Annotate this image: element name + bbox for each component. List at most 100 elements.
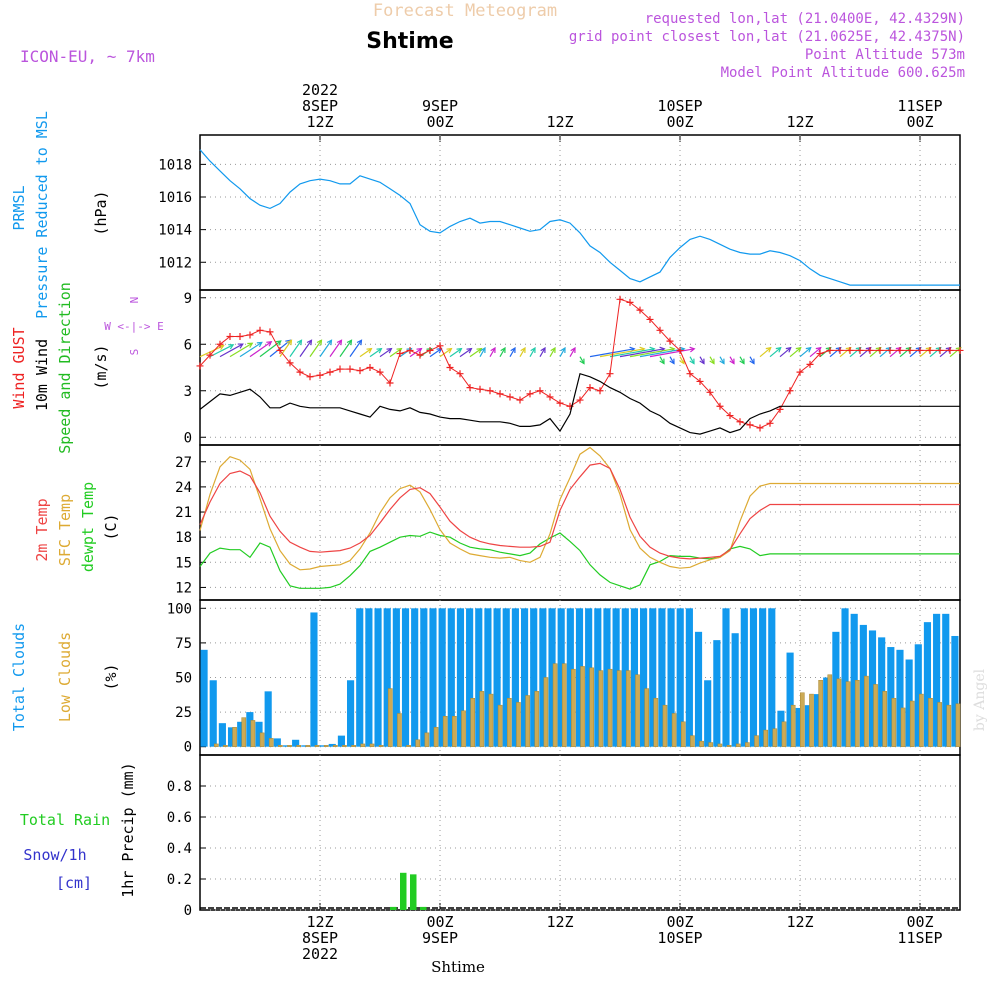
wind-arrow-head	[490, 346, 496, 354]
wind-arrow-head	[520, 346, 526, 354]
wind-gust-marker	[616, 295, 624, 303]
total-clouds-bar	[429, 608, 437, 747]
total-clouds-bar	[566, 608, 574, 747]
low-clouds-bar	[571, 668, 576, 747]
low-clouds-bar	[616, 670, 622, 747]
low-clouds-bar	[626, 670, 631, 747]
total-clouds-bar	[942, 613, 950, 747]
wind-gust-marker	[626, 298, 634, 306]
low-clouds-bar	[708, 742, 714, 747]
wind-gust-marker	[476, 385, 484, 393]
y-tick-label: 3	[184, 384, 192, 400]
wind-arrow-head	[386, 347, 393, 354]
wind-arrow-head	[739, 358, 745, 365]
total-clouds-bar	[603, 608, 611, 747]
y-tick-label: 0	[184, 740, 192, 756]
y-ticks: 1012 1014 1016 1018	[158, 157, 206, 271]
wind-arrow	[919, 347, 932, 358]
wind-gust-marker	[556, 399, 564, 407]
wind-arrow	[579, 356, 585, 364]
low-clouds-bar	[241, 717, 247, 747]
total-clouds-bar	[511, 608, 519, 747]
wind-arrow	[299, 339, 312, 357]
2m-temp-line	[199, 462, 960, 560]
wind-arrow	[339, 339, 352, 357]
grid	[200, 755, 960, 911]
time-label-bottom: 00Z	[426, 913, 453, 931]
ylabel-dewpt: dewpt Temp	[79, 482, 97, 572]
wind-gust-marker	[586, 384, 594, 392]
time-label-bottom: 12Z	[306, 913, 333, 931]
pressure-line	[199, 149, 960, 286]
total-clouds-bar	[676, 608, 684, 747]
wind-arrow-head	[785, 346, 792, 353]
wind-arrow	[229, 342, 253, 358]
panel-pressure: 1012 1014 1016 1018 PRMSL Pressure Reduced …	[10, 111, 961, 319]
time-label-bottom: 12Z	[546, 913, 573, 931]
total-clouds-bar	[658, 608, 666, 747]
wind-gust-marker	[436, 342, 444, 350]
wind-arrow	[549, 347, 556, 357]
wind-gust-marker	[906, 346, 914, 354]
wind-gust-marker	[426, 346, 434, 354]
dewpoint-line	[199, 531, 960, 590]
total-clouds-bar	[456, 608, 465, 747]
wind-gust-marker	[516, 396, 524, 404]
low-clouds-bar	[827, 674, 833, 747]
wind-arrow	[329, 339, 342, 357]
panel-frame	[199, 289, 961, 446]
low-clouds-bar	[598, 670, 604, 747]
total-clouds-bar	[264, 691, 272, 747]
total-clouds-bar	[347, 680, 355, 747]
compass-s: S	[128, 349, 141, 356]
wind-arrow	[909, 347, 922, 358]
total-clouds-bar	[530, 608, 538, 747]
wind-gust-marker	[216, 340, 224, 348]
wind-gust-marker	[506, 393, 514, 401]
panel-frame	[199, 754, 961, 911]
time-label-bottom: 10SEP	[657, 929, 702, 947]
low-clouds-bar	[589, 667, 595, 747]
total-clouds-bar	[585, 608, 593, 747]
total-clouds-bar	[484, 608, 492, 747]
low-clouds-bar	[882, 691, 888, 747]
wind-arrow	[729, 356, 735, 364]
ylabel-2m: 2m Temp	[33, 498, 51, 561]
wind-arrow	[859, 347, 872, 358]
wind-gust-marker	[916, 346, 924, 354]
total-clouds-bar	[914, 644, 922, 747]
ylabel-cm: [cm]	[56, 874, 92, 892]
wind-arrow-head	[237, 343, 244, 349]
wind-arrow-head	[709, 358, 715, 365]
low-clouds-bar	[406, 745, 411, 747]
wind-arrow	[709, 356, 715, 364]
low-clouds-bar	[461, 710, 466, 747]
wind-gust-marker	[486, 387, 494, 395]
ylabel-percent: (%)	[102, 663, 120, 690]
wind-gust-marker	[706, 388, 714, 396]
wind-arrow	[449, 348, 462, 358]
total-clouds-bar	[292, 739, 300, 747]
total-clouds-bar	[447, 608, 455, 747]
low-clouds-bar	[259, 732, 265, 747]
low-clouds-bar	[378, 745, 384, 747]
wind-gust-marker	[246, 331, 254, 339]
wind-gust-marker	[196, 362, 204, 370]
low-clouds-bar	[653, 698, 659, 747]
wind-gust-marker	[596, 387, 604, 395]
wind-arrow	[879, 347, 892, 358]
y-tick-label: 9	[184, 291, 192, 307]
low-clouds-bar	[836, 678, 842, 747]
low-clouds-bar	[790, 704, 796, 747]
wind-arrow	[509, 347, 516, 357]
total-clouds-bar	[475, 608, 483, 747]
total-clouds-bar	[539, 608, 547, 747]
low-clouds-bar	[561, 663, 567, 747]
total-clouds-bar	[411, 608, 419, 747]
panel-temperature: 12 15 18 21 24 27 2m Temp SFC Temp dewpt Temp…	[33, 444, 961, 601]
y-ticks: 0 0.2 0.4 0.6 0.8	[167, 779, 206, 919]
time-label-bottom: 12Z	[786, 913, 813, 931]
wind-arrow	[779, 347, 792, 358]
wind-gust-marker	[736, 418, 744, 426]
total-clouds-bar	[887, 647, 895, 747]
